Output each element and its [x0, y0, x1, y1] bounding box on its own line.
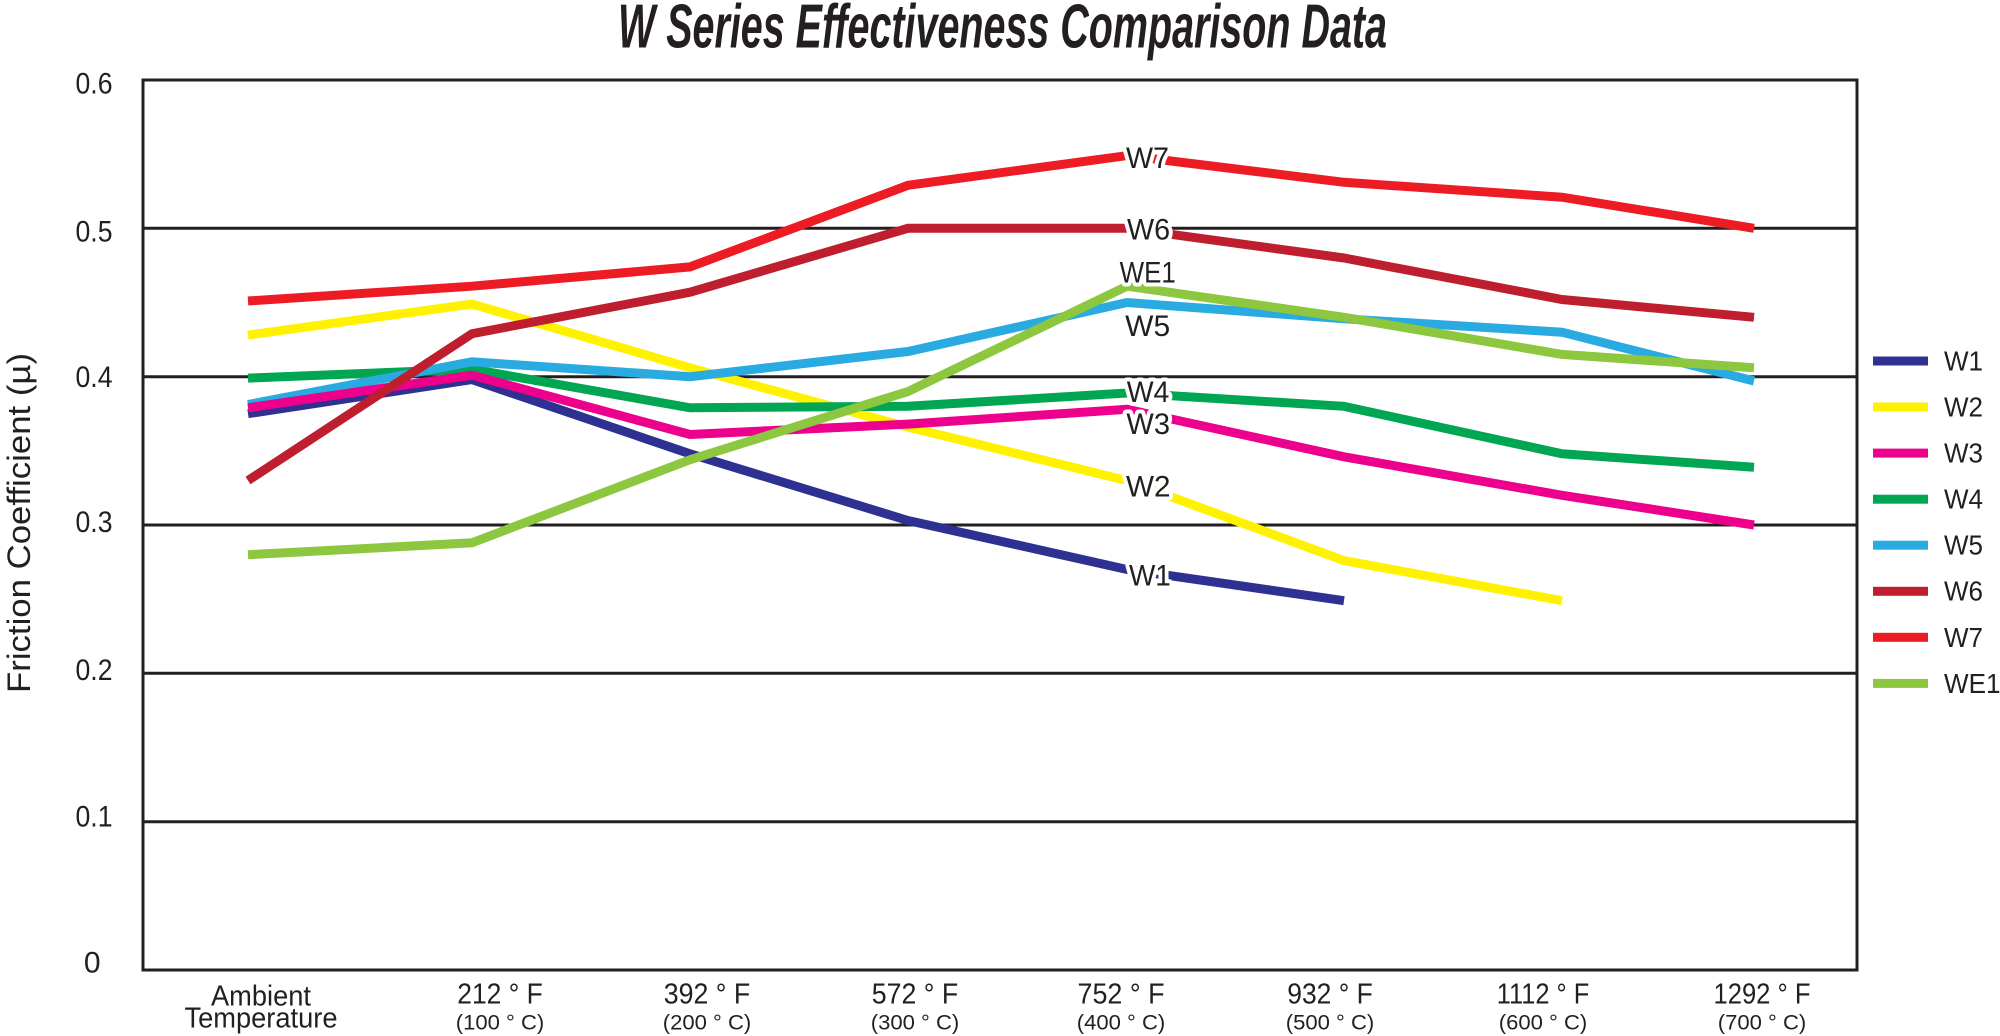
svg-text:W3: W3	[1126, 408, 1170, 441]
svg-text:W1: W1	[1944, 346, 1983, 377]
svg-text:W7: W7	[1944, 622, 1983, 653]
svg-text:WE1: WE1	[1944, 668, 2000, 699]
svg-text:WE1: WE1	[1120, 257, 1176, 290]
svg-text:(300 ° C): (300 ° C)	[871, 1012, 960, 1035]
svg-text:1292 ° F: 1292 ° F	[1714, 978, 1811, 1010]
svg-text:W6: W6	[1944, 576, 1983, 607]
svg-text:392 ° F: 392 ° F	[664, 978, 751, 1010]
svg-text:W3: W3	[1944, 438, 1983, 469]
svg-text:(500 ° C): (500 ° C)	[1286, 1012, 1375, 1035]
svg-text:Temperature: Temperature	[185, 1003, 338, 1035]
svg-text:0.1: 0.1	[76, 801, 113, 834]
svg-text:W7: W7	[1126, 142, 1169, 175]
svg-text:(700 ° C): (700 ° C)	[1718, 1012, 1807, 1035]
svg-text:Friction Coefficient (µ): Friction Coefficient (µ)	[1, 353, 37, 693]
svg-text:212 ° F: 212 ° F	[457, 978, 543, 1010]
svg-text:(200 ° C): (200 ° C)	[663, 1012, 752, 1035]
svg-text:0.4: 0.4	[76, 361, 113, 394]
svg-text:0.2: 0.2	[76, 654, 113, 687]
svg-text:0: 0	[84, 947, 101, 980]
svg-text:W4: W4	[1944, 484, 1983, 515]
svg-text:W1: W1	[1129, 559, 1171, 592]
svg-text:W5: W5	[1944, 530, 1983, 561]
svg-text:(400 ° C): (400 ° C)	[1077, 1012, 1166, 1035]
svg-text:(600 ° C): (600 ° C)	[1499, 1012, 1588, 1035]
svg-text:W2: W2	[1126, 471, 1171, 504]
svg-text:572 ° F: 572 ° F	[872, 978, 959, 1010]
svg-text:Ambient: Ambient	[211, 980, 311, 1012]
svg-text:W2: W2	[1944, 392, 1983, 423]
svg-text:W Series Effectiveness Compari: W Series Effectiveness Comparison Data	[618, 0, 1387, 62]
svg-text:W6: W6	[1127, 213, 1170, 246]
svg-text:(100 ° C): (100 ° C)	[456, 1012, 545, 1035]
svg-text:0.5: 0.5	[76, 216, 113, 249]
svg-text:W4: W4	[1127, 376, 1170, 409]
svg-text:752 ° F: 752 ° F	[1078, 978, 1165, 1010]
svg-text:1112 ° F: 1112 ° F	[1497, 978, 1590, 1010]
svg-text:W5: W5	[1125, 310, 1170, 343]
svg-text:0.6: 0.6	[76, 67, 113, 100]
svg-text:0.3: 0.3	[76, 506, 113, 539]
svg-text:932 ° F: 932 ° F	[1287, 978, 1373, 1010]
